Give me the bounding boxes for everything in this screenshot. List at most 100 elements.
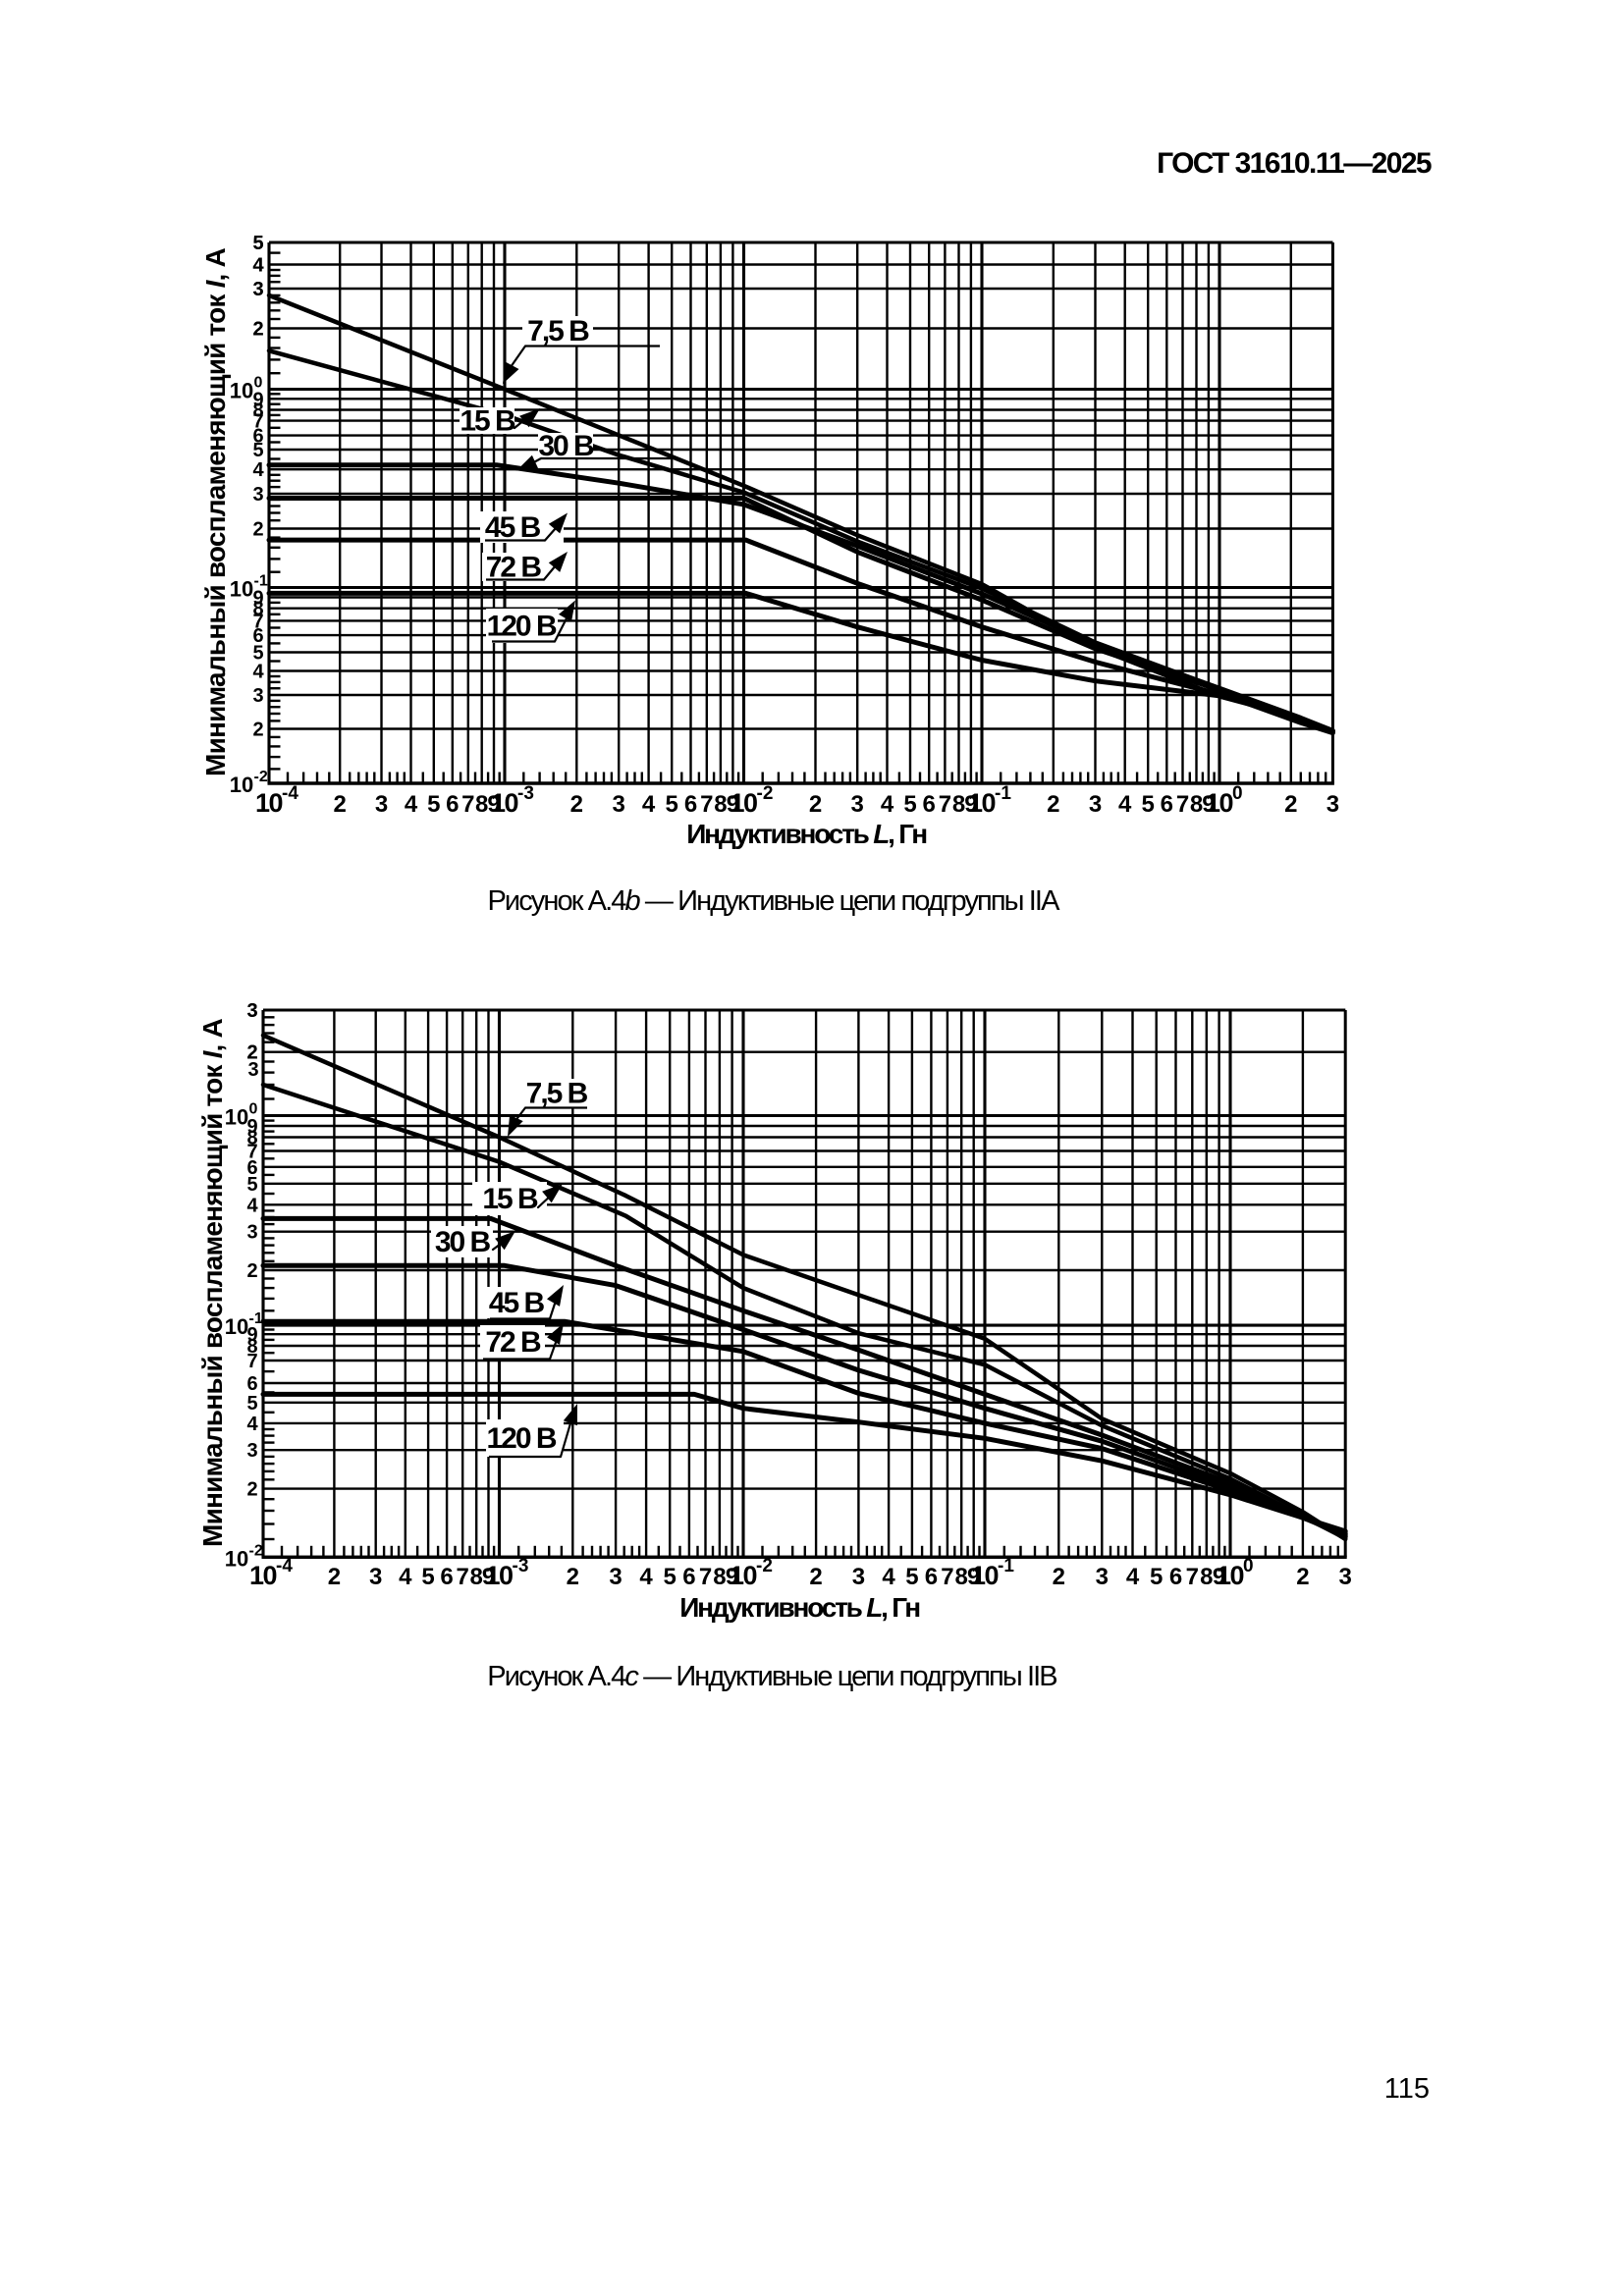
svg-text:72 В: 72 В [486,552,542,584]
svg-text:10: 10 [968,788,996,818]
svg-text:0: 0 [254,375,263,392]
svg-text:4: 4 [399,1564,412,1590]
svg-text:30 В: 30 В [435,1226,491,1258]
svg-text:10: 10 [225,1314,248,1339]
svg-text:-4: -4 [276,1556,293,1576]
svg-text:3: 3 [252,279,263,300]
svg-text:5: 5 [252,440,263,461]
svg-text:10: 10 [230,379,253,403]
svg-text:-3: -3 [513,1556,529,1576]
svg-text:7,5 В: 7,5 В [526,1078,588,1110]
svg-text:0: 0 [249,1101,258,1118]
svg-text:7: 7 [939,791,951,818]
svg-text:6: 6 [246,1157,257,1179]
svg-text:10: 10 [491,788,518,818]
svg-text:3: 3 [1339,1564,1352,1590]
svg-text:7: 7 [941,1564,953,1590]
svg-text:8: 8 [475,791,488,818]
svg-text:2: 2 [567,1564,579,1590]
svg-text:7: 7 [457,1564,469,1590]
svg-text:2: 2 [1284,791,1297,818]
svg-text:4: 4 [252,255,264,277]
svg-text:-2: -2 [757,783,774,804]
svg-text:5: 5 [252,233,263,254]
svg-text:7: 7 [461,791,474,818]
svg-text:9: 9 [727,791,739,818]
svg-text:9: 9 [487,791,500,818]
svg-text:115: 115 [1384,2073,1430,2105]
svg-text:-3: -3 [517,783,534,804]
svg-text:8: 8 [1200,1564,1213,1590]
svg-text:5: 5 [252,643,263,665]
svg-text:6: 6 [1161,791,1173,818]
svg-text:-2: -2 [756,1556,773,1576]
svg-text:120 В: 120 В [487,611,557,643]
svg-text:2: 2 [252,319,263,341]
svg-text:5: 5 [246,1393,257,1415]
svg-text:10: 10 [225,1105,248,1130]
svg-text:5: 5 [666,791,678,818]
svg-text:2: 2 [252,720,263,741]
svg-text:Рисунок А.4c — Индуктивные цеп: Рисунок А.4c — Индуктивные цепи подгрупп… [487,1661,1056,1692]
svg-text:2: 2 [252,519,263,541]
svg-text:8: 8 [246,1336,257,1358]
svg-text:4: 4 [246,1195,258,1216]
svg-text:3: 3 [246,1000,257,1022]
svg-text:2: 2 [570,791,583,818]
svg-text:5: 5 [421,1564,434,1590]
svg-text:30 В: 30 В [538,430,594,462]
svg-text:3: 3 [1089,791,1102,818]
svg-text:7: 7 [699,1564,712,1590]
svg-text:8: 8 [955,1564,968,1590]
svg-text:2: 2 [809,1564,822,1590]
svg-text:-2: -2 [254,769,268,785]
svg-text:8: 8 [714,791,727,818]
svg-text:15 В: 15 В [482,1183,538,1215]
svg-text:5: 5 [1150,1564,1163,1590]
svg-text:9: 9 [967,1564,980,1590]
svg-text:6: 6 [684,791,697,818]
svg-text:4: 4 [642,791,656,818]
svg-text:2: 2 [1047,791,1059,818]
svg-text:4: 4 [882,1564,895,1590]
svg-text:10: 10 [971,1561,999,1590]
svg-text:9: 9 [246,1116,257,1138]
svg-text:2: 2 [1053,1564,1065,1590]
svg-text:-2: -2 [249,1542,263,1559]
svg-text:5: 5 [252,233,263,254]
svg-text:5: 5 [246,1174,257,1196]
svg-text:9: 9 [1202,791,1215,818]
svg-text:2: 2 [252,319,263,341]
svg-text:-1: -1 [998,1556,1014,1576]
svg-text:4: 4 [405,791,418,818]
svg-text:3: 3 [369,1564,382,1590]
svg-text:Минимальный воспламеняющий ток: Минимальный воспламеняющий ток I, А [200,247,231,775]
svg-text:6: 6 [923,791,936,818]
svg-text:120 В: 120 В [486,1422,556,1455]
svg-text:9: 9 [246,1324,257,1346]
svg-text:10: 10 [225,1546,248,1571]
svg-text:-1: -1 [249,1310,263,1327]
svg-text:-1: -1 [995,783,1011,804]
svg-text:Минимальный воспламеняющий ток: Минимальный воспламеняющий ток I, А [197,1018,228,1546]
svg-text:2: 2 [328,1564,341,1590]
svg-text:4: 4 [252,662,264,683]
svg-text:8: 8 [252,599,263,620]
svg-text:10: 10 [249,1561,277,1590]
svg-text:3: 3 [252,279,263,300]
svg-text:2: 2 [246,1260,257,1282]
svg-text:0: 0 [1243,1556,1254,1576]
svg-text:3: 3 [1096,1564,1109,1590]
svg-text:4: 4 [639,1564,653,1590]
svg-text:4: 4 [881,791,894,818]
svg-text:ГОСТ 31610.11—2025: ГОСТ 31610.11—2025 [1157,147,1432,180]
svg-text:6: 6 [682,1564,695,1590]
svg-text:7: 7 [252,411,263,433]
svg-text:Индуктивность L, Гн: Индуктивность L, Гн [686,819,926,849]
svg-text:45 В: 45 В [485,511,541,544]
svg-text:7,5 В: 7,5 В [527,315,589,347]
svg-text:2: 2 [246,1042,257,1064]
svg-text:10: 10 [1206,788,1233,818]
svg-text:8: 8 [952,791,965,818]
svg-text:4: 4 [246,1414,258,1435]
